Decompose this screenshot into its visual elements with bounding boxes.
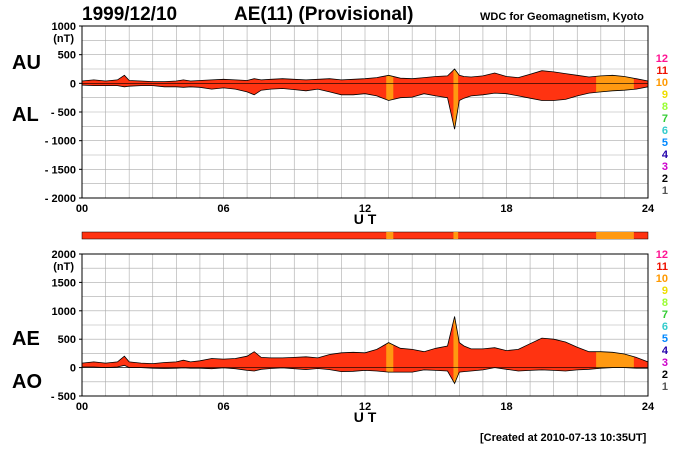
y-tick-label: 1000 <box>52 306 76 318</box>
ae-series-label: AE <box>12 328 40 350</box>
color-scale-level: 12 <box>656 53 668 65</box>
x-tick-label: 24 <box>642 401 655 413</box>
y-axis-unit: (nT) <box>53 33 74 45</box>
x-tick-label: 24 <box>642 203 655 215</box>
color-scale-level: 4 <box>662 345 669 357</box>
y-tick-label: - 1000 <box>45 136 76 148</box>
color-scale-level: 8 <box>662 297 668 309</box>
color-scale-level: 7 <box>662 309 668 321</box>
color-scale-level: 3 <box>662 161 668 173</box>
y-tick-label: 500 <box>58 334 76 346</box>
status-bar-segment <box>386 232 394 239</box>
date-label: 1999/12/10 <box>82 4 178 25</box>
color-scale-level: 10 <box>656 273 668 285</box>
ae-series-line <box>81 316 649 365</box>
created-timestamp: [Created at 2010-07-13 10:35UT] <box>480 432 647 444</box>
x-tick-label: 00 <box>76 203 88 215</box>
activity-status-bar <box>81 231 649 240</box>
al-series-line <box>81 84 649 130</box>
au-al-panel: 1000 500 0 - 500 - 1000 - 1500 - 2000 (nT) 00 06 1… <box>45 21 655 227</box>
chart-title: AE(11) (Provisional) <box>234 4 414 25</box>
y-tick-label: - 2000 <box>45 193 76 205</box>
x-axis-label: U T <box>354 211 377 227</box>
au-series-line <box>81 68 649 82</box>
x-tick-label: 12 <box>359 401 371 413</box>
color-scale-level: 1 <box>662 381 668 393</box>
color-scale-level: 9 <box>662 285 668 297</box>
x-tick-label: 18 <box>500 401 512 413</box>
x-tick-label: 00 <box>76 401 88 413</box>
highlight-segment <box>386 69 394 130</box>
y-tick-label: 1500 <box>52 277 76 289</box>
activity-band <box>82 316 648 384</box>
color-scale-level: 6 <box>662 125 668 137</box>
y-axis-unit: (nT) <box>53 261 74 273</box>
x-tick-label: 06 <box>217 401 229 413</box>
au-series-label: AU <box>12 52 41 74</box>
x-tick-label: 18 <box>500 203 512 215</box>
color-scale-level: 7 <box>662 113 668 125</box>
color-scale-level: 9 <box>662 89 668 101</box>
color-scale-level: 8 <box>662 101 668 113</box>
color-scale-level: 1 <box>662 185 668 197</box>
color-scale-level: 2 <box>662 173 668 185</box>
y-tick-label: 500 <box>58 50 76 62</box>
y-tick-label: - 1500 <box>45 164 76 176</box>
ao-series-line <box>82 364 648 385</box>
color-scale-level: 12 <box>656 249 668 261</box>
y-tick-label: 0 <box>70 363 76 375</box>
status-bar-segment <box>596 232 634 239</box>
ao-series-label: AO <box>12 371 42 393</box>
highlight-segment <box>386 316 394 384</box>
color-scale-level: 2 <box>662 369 668 381</box>
plot-frame <box>81 253 649 397</box>
color-scale-level: 5 <box>662 137 668 149</box>
x-tick-label: 12 <box>359 203 371 215</box>
y-tick-label: 0 <box>70 78 76 90</box>
highlight-segment <box>453 69 459 130</box>
status-bar-segment <box>453 232 459 239</box>
color-scale-level: 6 <box>662 321 668 333</box>
x-axis-label: U T <box>354 409 377 425</box>
color-scale-level: 3 <box>662 357 668 369</box>
color-scale-level: 11 <box>656 65 668 77</box>
color-scale-level: 5 <box>662 333 668 345</box>
x-tick-label: 06 <box>217 203 229 215</box>
color-scale-level: 10 <box>656 77 668 89</box>
color-scale-level: 11 <box>656 261 668 273</box>
y-tick-label: - 500 <box>51 107 76 119</box>
y-tick-label: 2000 <box>52 249 76 261</box>
al-series-label: AL <box>12 104 39 126</box>
highlight-segment <box>453 316 459 384</box>
institution-label: WDC for Geomagnetism, Kyoto <box>480 11 644 23</box>
ae-ao-panel: 2000 1500 1000 500 0 - 500 (nT) 00 06 12 18 24 U T <box>51 249 655 425</box>
y-tick-label: 1000 <box>52 21 76 33</box>
activity-band <box>82 69 648 130</box>
color-scale-level: 4 <box>662 149 669 161</box>
y-tick-label: - 500 <box>51 391 76 403</box>
status-bar-base <box>81 231 649 240</box>
